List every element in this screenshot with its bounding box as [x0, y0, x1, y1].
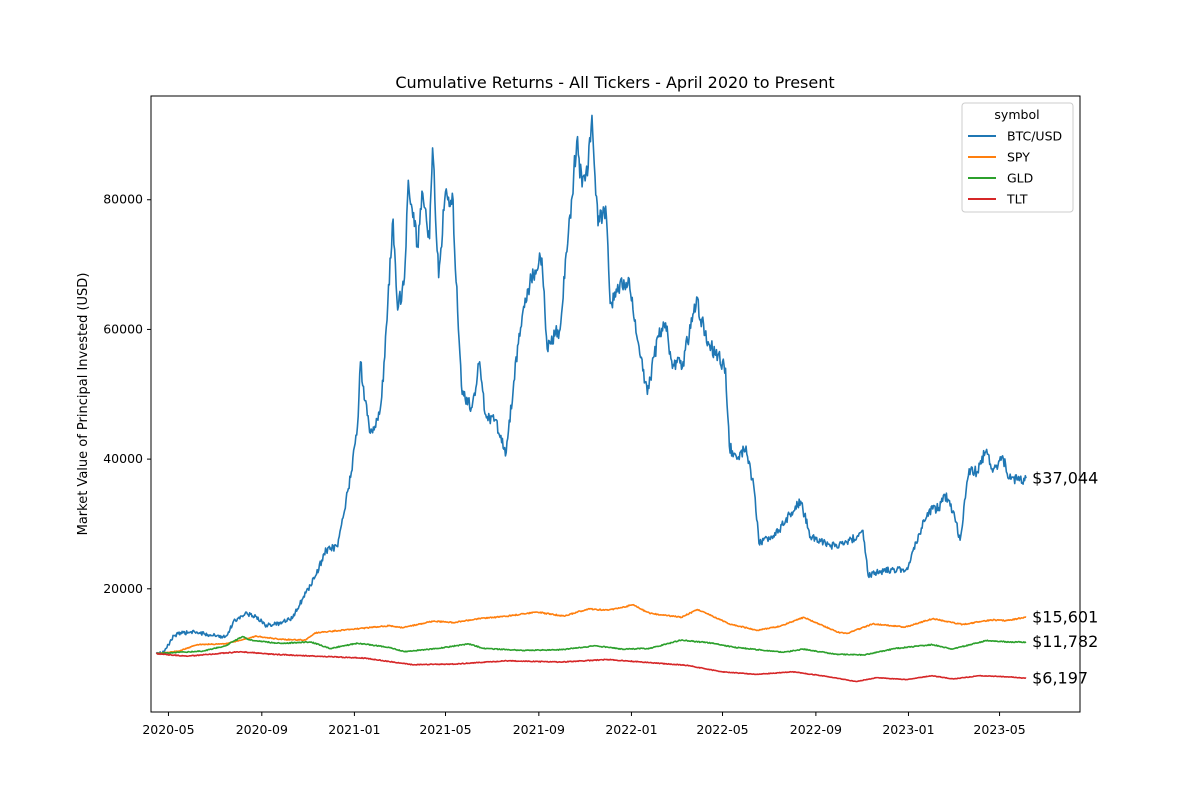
x-tick-label: 2023-01 [882, 722, 934, 737]
x-tick-label: 2022-01 [605, 722, 657, 737]
legend-entry: GLD [1007, 171, 1033, 186]
x-tick-label: 2021-01 [328, 722, 380, 737]
legend-entry: SPY [1007, 150, 1030, 165]
y-tick-label: 40000 [103, 451, 143, 466]
legend-entry: BTC/USD [1007, 129, 1062, 144]
chart-title: Cumulative Returns - All Tickers - April… [395, 73, 834, 92]
legend: symbol BTC/USD SPY GLD TLT [961, 102, 1074, 213]
y-tick-label: 80000 [103, 192, 143, 207]
plot-frame [150, 95, 1081, 713]
y-axis-label: Market Value of Principal Invested (USD) [76, 273, 91, 536]
end-labels: $37,044 $15,601 $11,782 $6,197 [1032, 468, 1098, 687]
series-line-btc-usd [155, 114, 1027, 655]
end-label-spy: $15,601 [1032, 607, 1098, 626]
y-tick-label: 60000 [103, 321, 143, 336]
series-line-gld [155, 635, 1027, 657]
end-label-gld: $11,782 [1032, 632, 1098, 651]
x-tick-label: 2022-05 [696, 722, 748, 737]
x-axis: 2020-05 2020-09 2021-01 2021-05 2021-09 2022-… [142, 712, 1026, 737]
y-axis: 20000 40000 60000 80000 [103, 192, 151, 596]
series-line-spy [155, 603, 1027, 655]
legend-entry: TLT [1006, 192, 1028, 207]
x-tick-label: 2022-09 [790, 722, 842, 737]
end-label-btc-usd: $37,044 [1032, 468, 1098, 487]
x-tick-label: 2021-09 [513, 722, 565, 737]
series-layer [155, 114, 1027, 683]
series-line-tlt [155, 650, 1027, 683]
y-tick-label: 20000 [103, 581, 143, 596]
legend-title: symbol [994, 107, 1039, 122]
x-tick-label: 2020-09 [236, 722, 288, 737]
x-tick-label: 2021-05 [419, 722, 471, 737]
end-label-tlt: $6,197 [1032, 668, 1088, 687]
x-tick-label: 2023-05 [973, 722, 1025, 737]
x-tick-label: 2020-05 [142, 722, 194, 737]
legend-box [961, 102, 1074, 213]
